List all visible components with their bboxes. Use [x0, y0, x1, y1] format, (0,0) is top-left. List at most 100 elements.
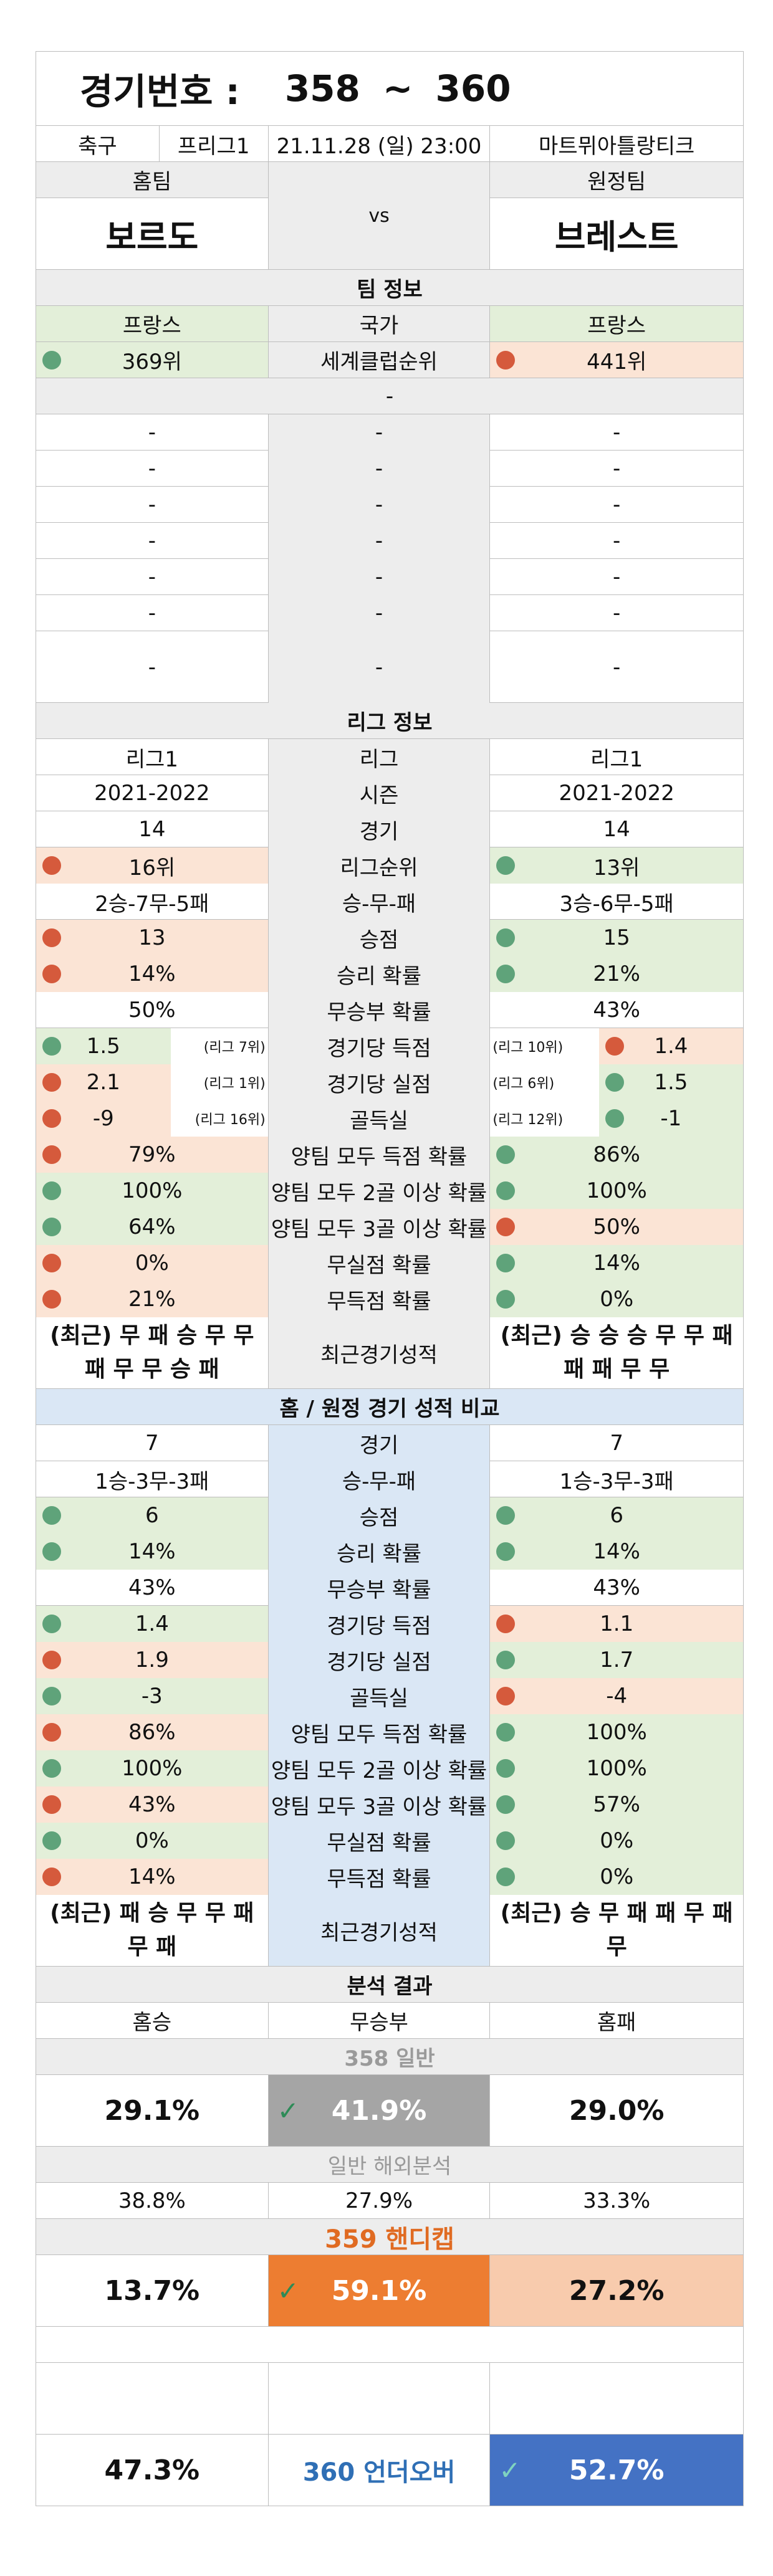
league-stat-home-text: 13 — [138, 925, 166, 950]
ha-stat-label: 양팀 모두 3골 이상 확률 — [268, 1787, 491, 1823]
label-empty: - — [268, 414, 491, 451]
ha-stat-label-text: 골득실 — [350, 1686, 408, 1711]
home-club-rank: 369위 — [122, 350, 182, 374]
league-stat-away-value: 1.4 — [654, 1034, 688, 1059]
home-ha-recent: (최근) 패 승 무 무 패 무 패 — [36, 1895, 269, 1966]
league-stat-away-rank: (리그 6위) — [490, 1064, 599, 1100]
ha-stat-home-text: 14% — [128, 1539, 176, 1564]
away-empty: - — [490, 451, 744, 487]
country-row: 프랑스 국가 프랑스 — [36, 306, 744, 342]
ha-stat-label: 경기 — [268, 1425, 491, 1461]
ha-stat-row: 1.4 경기당 득점 1.1 — [36, 1606, 744, 1642]
status-dot-icon — [42, 1687, 61, 1705]
ha-stat-row: 43% 양팀 모두 3골 이상 확률 57% — [36, 1787, 744, 1823]
league-stat-row: 14 경기 14 — [36, 811, 744, 847]
league-stat-row: 79% 양팀 모두 득점 확률 86% — [36, 1137, 744, 1173]
col-home-win: 홈승 — [36, 2003, 269, 2038]
league-stat-home-value: 2.1 — [86, 1070, 120, 1095]
away-empty: - — [490, 595, 744, 631]
teams-row: 홈팀 보르도 vs 원정팀 브레스트 — [36, 162, 744, 270]
ha-stat-away: 1.7 — [490, 1642, 744, 1678]
league-stat-label: 경기당 득점 — [268, 1028, 491, 1064]
league-stat-away: 0% — [490, 1281, 744, 1317]
league-stat-row: 50% 무승부 확률 43% — [36, 992, 744, 1028]
ha-stat-home-text: 14% — [128, 1864, 176, 1889]
away-country: 프랑스 — [490, 306, 744, 341]
league-stat-label-text: 경기당 실점 — [327, 1072, 431, 1097]
team-info-empty-row: --- — [36, 414, 744, 451]
league-stat-label-text: 경기당 득점 — [327, 1036, 431, 1061]
ha-stat-home-text: 86% — [128, 1720, 176, 1745]
home-recent-results: (최근) 무 패 승 무 무 패 무 무 승 패 — [36, 1317, 269, 1388]
ha-stat-home: 43% — [36, 1787, 269, 1823]
recent-label: 최근경기성적 — [268, 1317, 491, 1388]
league-recent-row: (최근) 무 패 승 무 무 패 무 무 승 패 최근경기성적 (최근) 승 승… — [36, 1317, 744, 1389]
away-empty-text: - — [613, 601, 621, 626]
ha-stat-away-text: 43% — [593, 1575, 640, 1600]
g359-home: 13.7% — [36, 2255, 269, 2326]
league-stat-home-text: 14 — [138, 817, 166, 842]
ha-stat-away: 100% — [490, 1714, 744, 1750]
league-stat-home: 2021-2022 — [36, 775, 269, 811]
league-stat-label-text: 골득실 — [350, 1108, 408, 1133]
ha-stat-home: 14% — [36, 1534, 269, 1570]
status-dot-icon — [605, 1109, 624, 1128]
league-stat-home-rank: (리그 7위) — [170, 1028, 268, 1064]
ha-stat-row: 100% 양팀 모두 2골 이상 확률 100% — [36, 1750, 744, 1787]
league-stat-label: 무득점 확률 — [268, 1281, 491, 1317]
league-stat-away-text: 리그1 — [590, 747, 643, 772]
league-stat-label-text: 리그 — [359, 747, 399, 772]
league-stat-label-text: 리그순위 — [340, 855, 418, 880]
ha-recent-label: 최근경기성적 — [268, 1895, 491, 1966]
ha-stat-home: 0% — [36, 1823, 269, 1859]
ha-stat-home: 7 — [36, 1425, 269, 1461]
league-stat-label-text: 승점 — [359, 927, 399, 953]
sport-cell: 축구 — [36, 126, 160, 162]
league-stat-away: (리그 12위) -1 — [490, 1100, 744, 1137]
ha-stat-home: 6 — [36, 1497, 269, 1534]
home-empty-text: - — [148, 565, 156, 589]
league-stat-home-rank: (리그 16위) — [170, 1100, 268, 1137]
league-stat-away-value: 1.5 — [654, 1070, 688, 1095]
overseas-draw: 27.9% — [269, 2183, 491, 2218]
league-stat-home-text: 14% — [128, 961, 176, 986]
label-empty-text: - — [375, 528, 383, 553]
ha-stat-home-text: 43% — [128, 1792, 176, 1817]
league-stat-away-text: 3승-6무-5패 — [559, 891, 674, 917]
home-empty: - — [36, 559, 269, 595]
status-dot-icon — [42, 1181, 61, 1200]
away-empty-text: - — [613, 492, 621, 517]
league-stat-away-text: 2021-2022 — [559, 781, 675, 806]
ha-stat-home-text: 1.4 — [135, 1611, 169, 1636]
home-empty: - — [36, 595, 269, 631]
status-dot-icon — [496, 350, 516, 370]
league-stat-label: 무실점 확률 — [268, 1245, 491, 1281]
label-empty: - — [268, 595, 491, 631]
ha-stat-row: 0% 무실점 확률 0% — [36, 1823, 744, 1859]
league-stat-row: -9 (리그 16위) 골득실 (리그 12위) -1 — [36, 1100, 744, 1137]
analysis-columns: 홈승 무승부 홈패 — [36, 2003, 744, 2039]
league-stat-away: 43% — [490, 992, 744, 1028]
status-dot-icon — [42, 1254, 61, 1272]
g359-row: 13.7% ✓ 59.1% 27.2% — [36, 2255, 744, 2327]
away-empty-text: - — [613, 528, 621, 553]
check-icon: ✓ — [277, 2276, 299, 2306]
club-rank-row: 369위 세계클럽순위 441위 — [36, 342, 744, 378]
status-dot-icon — [496, 1651, 516, 1669]
analysis-title: 분석 결과 — [36, 1967, 744, 2002]
ha-stat-home: 43% — [36, 1570, 269, 1606]
league-stat-row: 0% 무실점 확률 14% — [36, 1245, 744, 1281]
home-team-label: 홈팀 — [36, 162, 268, 198]
league-stat-row: 21% 무득점 확률 0% — [36, 1281, 744, 1317]
ha-stat-label: 무득점 확률 — [268, 1859, 491, 1895]
league-stat-home: 79% — [36, 1137, 269, 1173]
league-stat-away: 2021-2022 — [490, 775, 744, 811]
league-stat-away: (리그 10위) 1.4 — [490, 1028, 744, 1064]
ha-stat-row: 1.9 경기당 실점 1.7 — [36, 1642, 744, 1678]
league-stat-home-text: 21% — [128, 1287, 176, 1312]
away-empty-text: - — [613, 420, 621, 445]
ha-stat-away-text: 6 — [610, 1503, 623, 1528]
league-stat-row: 1.5 (리그 7위) 경기당 득점 (리그 10위) 1.4 — [36, 1028, 744, 1064]
ha-stat-label-text: 경기당 득점 — [327, 1613, 431, 1639]
ha-stat-row: 86% 양팀 모두 득점 확률 100% — [36, 1714, 744, 1750]
